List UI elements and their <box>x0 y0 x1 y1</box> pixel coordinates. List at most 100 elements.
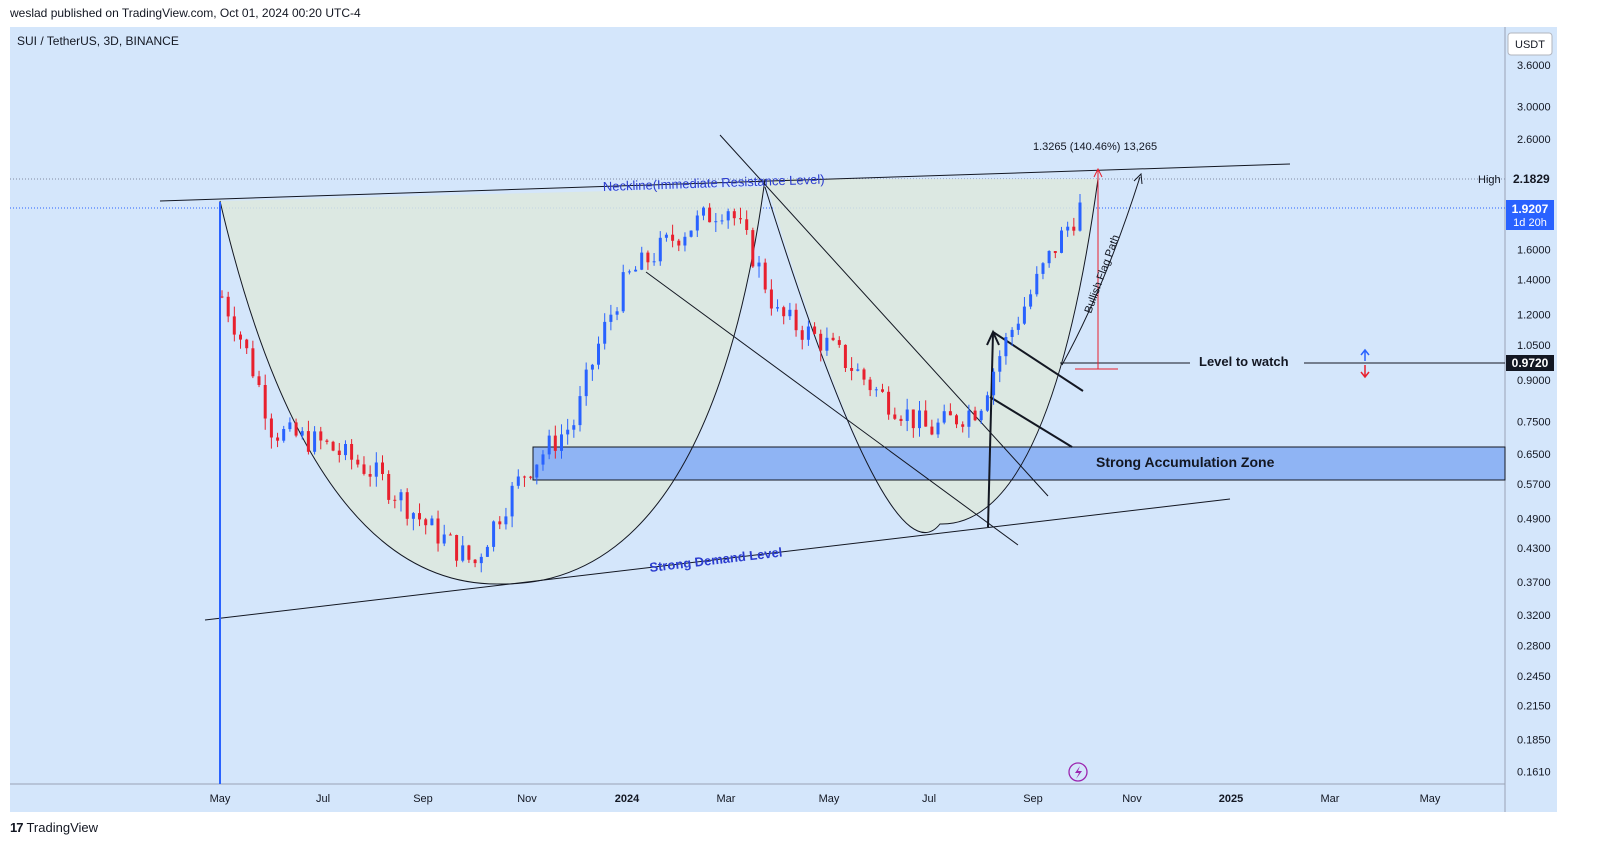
candle-body <box>967 410 971 427</box>
candle-body <box>288 422 292 430</box>
cup-curve-left <box>219 178 766 585</box>
price-tick-16: 0.2450 <box>1517 671 1551 683</box>
candle-body <box>560 434 563 451</box>
candle-body <box>492 521 496 547</box>
price-axis[interactable]: 3.6000 3.0000 2.6000 1.6000 1.4000 1.2000 1.05… <box>1517 60 1551 778</box>
candle-body <box>578 396 582 426</box>
candle-body <box>776 307 779 309</box>
time-tick-7: Jul <box>922 793 936 805</box>
candle-body <box>368 474 372 477</box>
candle-body <box>523 476 526 478</box>
candle-body <box>461 545 465 561</box>
candle-body <box>597 343 600 365</box>
time-tick-12: May <box>1420 793 1441 805</box>
candle-body <box>337 450 341 455</box>
candle-body <box>387 474 391 500</box>
price-tick-6: 1.0500 <box>1517 340 1551 352</box>
candle-body <box>998 356 1002 372</box>
price-tick-0: 3.6000 <box>1517 60 1551 72</box>
candle-body <box>609 314 613 322</box>
candle-body <box>874 389 878 391</box>
brand-label[interactable]: TradingView <box>26 820 99 835</box>
candle-body <box>1053 251 1057 253</box>
candle-body <box>893 414 897 419</box>
candle-body <box>1022 306 1026 324</box>
time-tick-3: Nov <box>517 793 537 805</box>
price-tick-11: 0.4900 <box>1517 513 1551 525</box>
candle-body <box>819 333 823 351</box>
candle-body <box>843 344 847 368</box>
symbol-title: SUI / TetherUS, 3D, BINANCE <box>17 34 179 48</box>
time-tick-9: Nov <box>1122 793 1142 805</box>
candle-body <box>825 337 829 351</box>
candle-body <box>979 410 983 421</box>
candle-body <box>936 422 940 435</box>
candle-body <box>627 271 631 273</box>
price-tick-13: 0.3700 <box>1517 577 1551 589</box>
candle-body <box>739 218 742 220</box>
candle-body <box>677 240 681 246</box>
candle-body <box>769 289 773 309</box>
candle-body <box>448 534 452 536</box>
candle-body <box>313 431 317 452</box>
cup-curve-right <box>764 178 1099 534</box>
candle-body <box>350 444 354 460</box>
candle-body <box>708 207 712 223</box>
candle-body <box>553 435 557 451</box>
candle-body <box>702 207 705 216</box>
time-tick-2: Sep <box>413 793 433 805</box>
flag-arrow-head <box>986 329 1000 346</box>
neckline-label: Neckline(Immediate Resistance Level) <box>603 172 825 194</box>
candle-body <box>794 309 798 331</box>
flag-pole <box>987 332 994 528</box>
candle-body <box>510 485 514 517</box>
candle-body <box>763 262 767 290</box>
flag-upper-line <box>992 331 1084 392</box>
candle-body <box>1072 226 1076 231</box>
time-axis-band <box>10 784 1505 812</box>
candle-body <box>720 220 724 222</box>
time-tick-6: May <box>819 793 840 805</box>
candle-body <box>782 307 786 317</box>
candle-body <box>985 395 989 411</box>
last-price-value: 1.9207 <box>1512 202 1549 216</box>
descending-line-lower <box>645 271 1019 546</box>
candle-body <box>411 513 415 519</box>
cup-handle-fill <box>220 179 1098 585</box>
time-tick-4: 2024 <box>615 793 640 805</box>
candle-body <box>294 422 298 436</box>
price-tick-5: 1.2000 <box>1517 310 1551 322</box>
tradingview-logo-icon[interactable]: 17 <box>10 820 24 835</box>
currency-badge[interactable] <box>1507 32 1553 56</box>
time-tick-0: May <box>210 793 231 805</box>
candle-body <box>634 269 638 272</box>
candles-group <box>220 194 1082 573</box>
time-tick-11: Mar <box>1321 793 1340 805</box>
candle-body <box>251 348 255 377</box>
chart-area[interactable]: SUI / TetherUS, 3D, BINANCE Level to wat… <box>10 27 1557 812</box>
candle-body <box>806 326 810 340</box>
candle-body <box>498 521 502 525</box>
candle-body <box>918 410 921 429</box>
time-axis[interactable]: May Jul Sep Nov 2024 Mar May Jul Sep Nov 2025 Mar Ma… <box>210 793 1441 805</box>
price-tick-15: 0.2800 <box>1517 641 1551 653</box>
price-tick-18: 0.1850 <box>1517 735 1551 747</box>
candle-body <box>837 340 841 345</box>
candle-body <box>257 376 261 385</box>
bullish-flag-path-curve <box>1061 176 1141 366</box>
candle-body <box>282 429 286 441</box>
price-tick-3: 1.6000 <box>1517 244 1551 256</box>
candle-body <box>615 311 619 315</box>
lightning-icon[interactable] <box>1068 762 1088 782</box>
candle-body <box>1066 226 1070 231</box>
candle-body <box>751 230 755 267</box>
price-axis-band[interactable] <box>1505 27 1557 812</box>
price-tick-17: 0.2150 <box>1517 701 1551 713</box>
candle-body <box>263 385 267 419</box>
candle-body <box>1041 263 1045 274</box>
candle-body <box>344 444 347 456</box>
candle-body <box>942 411 946 423</box>
candle-body <box>239 334 242 340</box>
demand-line <box>204 498 1231 621</box>
candle-body <box>393 499 397 501</box>
